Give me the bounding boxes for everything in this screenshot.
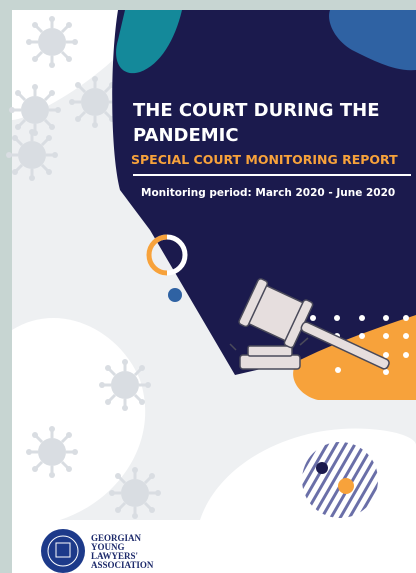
dot bbox=[316, 462, 328, 474]
title-line: PANDEMIC bbox=[133, 125, 239, 146]
virus bbox=[26, 426, 78, 478]
virus bbox=[26, 16, 78, 68]
title-line: THE COURT DURING THE bbox=[133, 100, 380, 121]
hatched-circle bbox=[302, 442, 378, 518]
org-name: ASSOCIATION bbox=[91, 560, 154, 570]
virus bbox=[6, 129, 58, 181]
virus bbox=[99, 359, 151, 411]
subtitle: SPECIAL COURT MONITORING REPORT bbox=[131, 152, 398, 167]
virus bbox=[109, 467, 161, 519]
dot bbox=[168, 288, 182, 302]
divider bbox=[133, 174, 411, 176]
report-cover: THE COURT DURING THE PANDEMIC SPECIAL CO… bbox=[0, 0, 416, 573]
virus bbox=[9, 84, 61, 136]
dot bbox=[338, 478, 354, 494]
monitoring-period: Monitoring period: March 2020 - June 202… bbox=[141, 187, 395, 199]
